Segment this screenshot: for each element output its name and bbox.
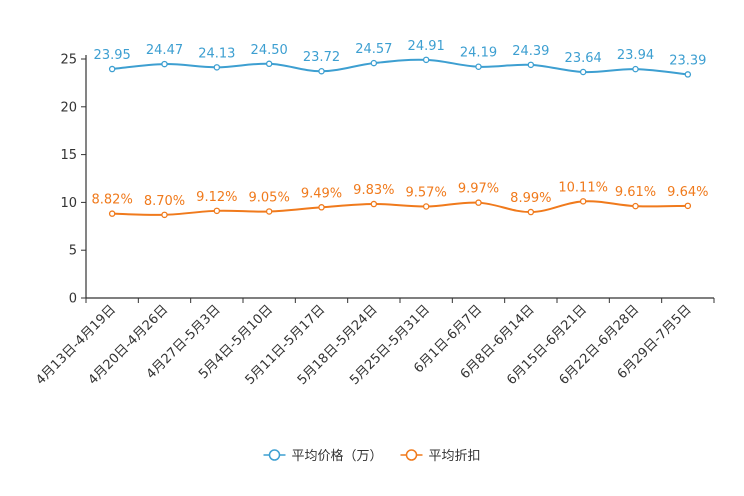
legend-label: 平均价格（万）	[292, 448, 383, 464]
data-point[interactable]	[213, 64, 221, 71]
data-point[interactable]	[475, 199, 482, 206]
data-label: 24.91	[408, 39, 445, 54]
data-point[interactable]	[370, 200, 378, 208]
data-point[interactable]	[475, 63, 482, 70]
data-label: 9.49%	[301, 186, 342, 201]
data-point[interactable]	[422, 203, 430, 210]
data-point[interactable]	[579, 68, 587, 76]
data-label: 23.95	[94, 48, 131, 63]
y-tick-label: 10	[60, 196, 77, 211]
legend: 平均价格（万） 平均折扣	[263, 448, 481, 464]
y-tick-label: 5	[69, 244, 77, 259]
data-label: 24.57	[355, 42, 392, 57]
data-point[interactable]	[684, 71, 692, 78]
legend-item-1[interactable]: 平均价格（万）	[263, 448, 383, 464]
data-label: 23.39	[669, 53, 706, 68]
series-line	[112, 200, 688, 216]
data-label: 23.72	[303, 50, 340, 65]
legend-marker-icon	[268, 449, 281, 461]
data-label: 9.64%	[667, 185, 708, 200]
data-label: 8.99%	[510, 191, 551, 206]
data-label: 8.82%	[92, 193, 133, 208]
data-label: 24.39	[512, 44, 549, 59]
data-point[interactable]	[213, 207, 221, 215]
data-label: 9.61%	[615, 185, 656, 200]
data-point[interactable]	[108, 210, 116, 217]
data-label: 9.05%	[249, 190, 290, 205]
data-label: 24.47	[146, 43, 183, 58]
data-point[interactable]	[579, 198, 587, 205]
y-tick-label: 20	[60, 100, 77, 115]
data-point[interactable]	[265, 208, 273, 215]
data-label: 23.94	[617, 48, 654, 63]
y-tick-label: 25	[60, 53, 77, 68]
series-line	[112, 58, 688, 76]
series-2: 8.82% 8.70% 9.12% 9.05% 9.49% 9.83% 9.57% 9.97%…	[92, 180, 708, 219]
data-label: 24.50	[251, 43, 288, 58]
data-label: 23.64	[565, 51, 602, 66]
data-label: 9.12%	[196, 190, 237, 205]
data-label: 9.83%	[353, 183, 394, 198]
series-layer: 23.95 24.47 24.13 24.50 23.72 24.57 24.91 24.19…	[92, 39, 708, 219]
data-point[interactable]	[108, 65, 116, 73]
data-point[interactable]	[318, 67, 325, 75]
data-point[interactable]	[318, 204, 325, 211]
data-label: 8.70%	[144, 194, 185, 209]
legend-item-2[interactable]: 平均折扣	[400, 449, 481, 464]
data-point[interactable]	[632, 65, 639, 73]
data-point[interactable]	[422, 56, 430, 64]
data-point[interactable]	[370, 59, 378, 67]
legend-label: 平均折扣	[429, 449, 481, 464]
data-point[interactable]	[684, 202, 692, 210]
data-point[interactable]	[632, 202, 639, 210]
data-label: 24.13	[198, 46, 235, 61]
series-1: 23.95 24.47 24.13 24.50 23.72 24.57 24.91 24.19…	[94, 39, 706, 78]
data-point[interactable]	[527, 61, 535, 69]
data-label: 24.19	[460, 46, 497, 61]
data-label: 9.57%	[406, 186, 447, 201]
data-label: 9.97%	[458, 182, 499, 197]
data-label: 10.11%	[558, 180, 608, 195]
legend-marker-icon	[405, 449, 418, 461]
data-point[interactable]	[161, 211, 168, 219]
data-point[interactable]	[265, 60, 273, 68]
data-point[interactable]	[527, 208, 535, 216]
axes: 05101520254月13日-4月19日4月20日-4月26日4月27日-5月…	[33, 53, 715, 388]
y-tick-label: 15	[60, 148, 77, 163]
data-point[interactable]	[161, 60, 168, 68]
y-tick-label: 0	[69, 292, 77, 307]
